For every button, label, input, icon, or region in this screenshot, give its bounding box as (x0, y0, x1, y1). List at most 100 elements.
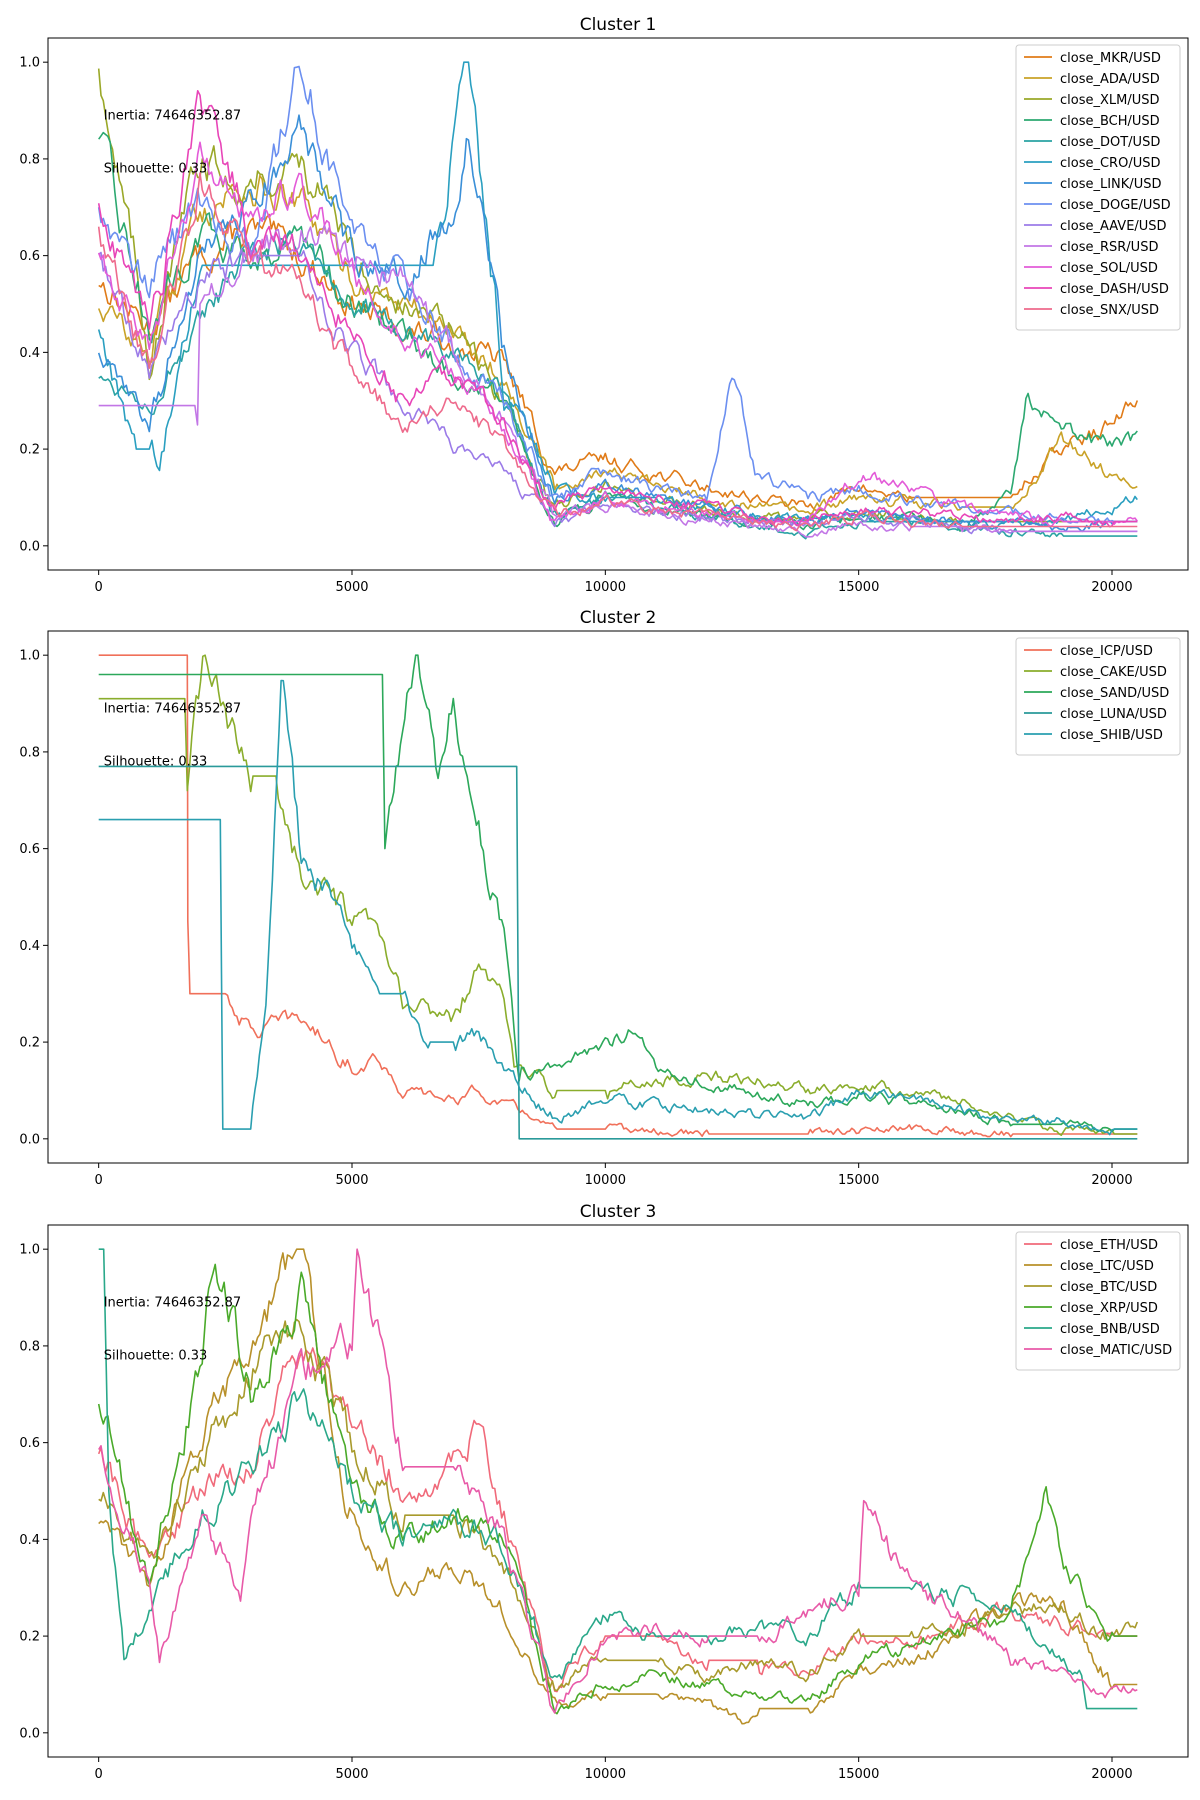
plot-frame (47, 37, 1189, 571)
x-tick-label: 20000 (1091, 1173, 1132, 1188)
legend-entry: close_LUNA/USD (1060, 707, 1167, 722)
y-tick-label: 0.8 (19, 1339, 40, 1354)
series-line-4 (98, 131, 1138, 532)
y-tick-label: 0.4 (19, 1533, 40, 1548)
x-tick-label: 10000 (585, 580, 626, 595)
chart-title: Cluster 2 (580, 608, 657, 628)
chart-panel-1: Cluster 1 0 5000 10000 15000 20000 0.0 0.2 0.4 0.… (19, 15, 1189, 595)
y-tick-label: 0.8 (19, 152, 40, 167)
x-tick-label: 0 (95, 1173, 103, 1188)
series-line-6 (97, 61, 1138, 530)
series-group (97, 61, 1139, 540)
y-tick-label: 0.6 (19, 1436, 40, 1451)
x-tick-label: 0 (95, 1767, 103, 1782)
legend-box (1015, 637, 1181, 756)
y-tick-label: 0.0 (19, 1132, 40, 1147)
series-line-5 (98, 1248, 1138, 1710)
legend-entry: close_SOL/USD (1060, 261, 1158, 276)
series-line-12 (97, 90, 1138, 528)
legend-entry: close_BTC/USD (1060, 1280, 1157, 1295)
series-line-3 (98, 1318, 1139, 1692)
series-line-8 (97, 65, 1138, 525)
legend-entry: close_DOT/USD (1060, 135, 1160, 150)
legend-entry: close_ETH/USD (1060, 1238, 1158, 1253)
annotation-1: Inertia: 74646352.87 (104, 701, 241, 716)
series-line-4 (97, 1263, 1138, 1715)
y-tick-label: 0.6 (19, 842, 40, 857)
chart-panel-2: Cluster 2 0 5000 10000 15000 20000 0.0 0.2 0.4 0.… (19, 608, 1189, 1188)
x-tick-label: 15000 (838, 1173, 879, 1188)
legend-entry: close_DOGE/USD (1060, 198, 1171, 213)
x-tick-label: 10000 (585, 1767, 626, 1782)
annotation-1: Inertia: 74646352.87 (104, 1295, 241, 1310)
legend-entry: close_MATIC/USD (1060, 1343, 1172, 1358)
y-tick-label: 0.2 (19, 1036, 40, 1051)
legend: close_ICP/USD close_CAKE/USD close_SAND/US… (1015, 637, 1181, 756)
legend-entry: close_CRO/USD (1060, 156, 1160, 171)
series-line-2 (98, 1248, 1138, 1725)
legend-entry: close_SHIB/USD (1060, 728, 1163, 743)
y-tick-label: 0.4 (19, 939, 40, 954)
y-tick-label: 0.2 (19, 443, 40, 458)
plot-frame (47, 630, 1189, 1164)
legend-entry: close_BNB/USD (1060, 1322, 1160, 1337)
annotation-2: Silhouette: 0.33 (104, 1349, 208, 1364)
y-tick-label: 1.0 (19, 56, 40, 71)
legend-entry: close_XLM/USD (1060, 93, 1160, 108)
y-tick-label: 0.8 (19, 745, 40, 760)
series-line-3 (97, 68, 1138, 525)
x-tick-label: 20000 (1091, 1767, 1132, 1782)
y-tick-label: 1.0 (19, 649, 40, 664)
x-tick-label: 5000 (335, 1767, 368, 1782)
legend-box (1015, 44, 1181, 331)
x-tick-label: 15000 (838, 1767, 879, 1782)
y-tick-label: 0.0 (19, 1726, 40, 1741)
x-tick-label: 5000 (335, 1173, 368, 1188)
annotation-1: Inertia: 74646352.87 (104, 108, 241, 123)
legend: close_MKR/USD close_ADA/USD close_XLM/USDc… (1015, 44, 1181, 331)
legend-entry: close_LTC/USD (1060, 1259, 1154, 1274)
y-tick-label: 0.6 (19, 249, 40, 264)
series-line-1 (97, 1347, 1138, 1693)
y-tick-label: 0.4 (19, 346, 40, 361)
series-line-4 (98, 765, 1138, 1140)
legend-entry: close_MKR/USD (1060, 51, 1161, 66)
series-line-1 (98, 654, 1138, 1138)
legend-entry: close_LINK/USD (1060, 177, 1161, 192)
x-tick-label: 0 (95, 580, 103, 595)
legend-entry: close_DASH/USD (1060, 282, 1169, 297)
y-tick-label: 0.2 (19, 1630, 40, 1645)
legend-entry: close_BCH/USD (1060, 114, 1160, 129)
annotation-2: Silhouette: 0.33 (104, 755, 208, 770)
series-line-10 (98, 224, 1138, 538)
chart-title: Cluster 3 (580, 1202, 657, 1222)
x-tick-label: 15000 (838, 580, 879, 595)
x-tick-label: 10000 (585, 1173, 626, 1188)
series-line-7 (97, 114, 1138, 533)
series-line-11 (97, 141, 1138, 528)
chart-panel-3: Cluster 3 0 5000 10000 15000 20000 0.0 0.2 0.4 0.… (19, 1202, 1189, 1782)
legend: close_ETH/USD close_LTC/USD close_BTC/USDc… (1015, 1231, 1181, 1371)
legend-entry: close_SAND/USD (1060, 686, 1169, 701)
legend-entry: close_XRP/USD (1060, 1301, 1158, 1316)
legend-entry: close_RSR/USD (1060, 240, 1158, 255)
series-line-2 (98, 654, 1138, 1136)
x-tick-label: 5000 (335, 580, 368, 595)
series-line-6 (98, 1248, 1138, 1714)
legend-entry: close_ICP/USD (1060, 644, 1153, 659)
legend-entry: close_AAVE/USD (1060, 219, 1167, 234)
chart-title: Cluster 1 (580, 15, 657, 35)
series-line-3 (98, 654, 1138, 1133)
series-line-5 (98, 679, 1138, 1136)
legend-entry: close_ADA/USD (1060, 72, 1160, 87)
x-tick-label: 20000 (1091, 580, 1132, 595)
series-line-13 (97, 172, 1138, 532)
series-line-1 (98, 213, 1139, 512)
y-tick-label: 0.0 (19, 539, 40, 554)
legend-entry: close_SNX/USD (1060, 303, 1159, 318)
series-group (97, 1248, 1139, 1725)
plot-frame (47, 1224, 1189, 1758)
annotation-2: Silhouette: 0.33 (104, 162, 208, 177)
y-tick-label: 1.0 (19, 1243, 40, 1258)
